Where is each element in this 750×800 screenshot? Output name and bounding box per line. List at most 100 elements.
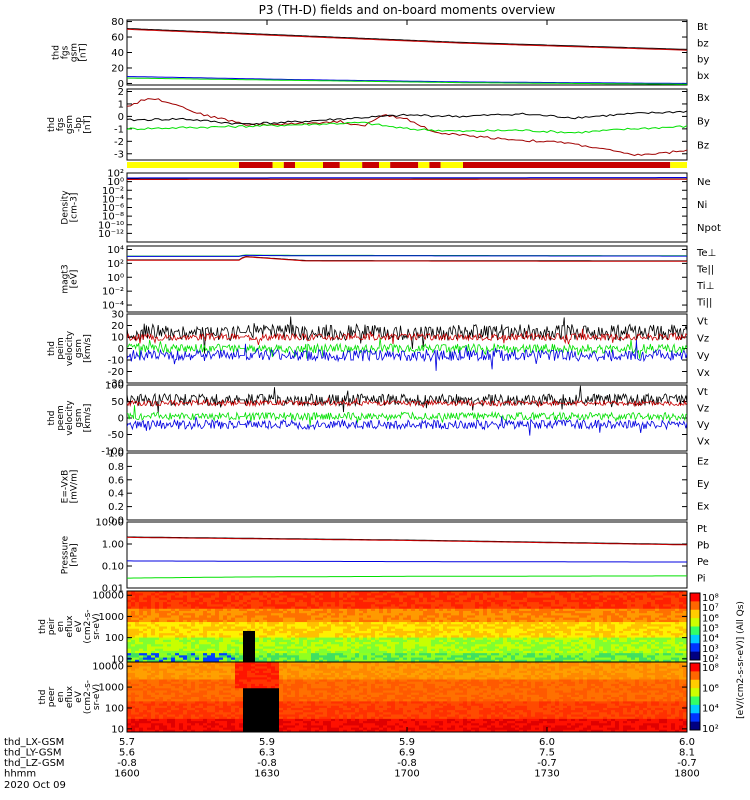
y-tick-label: 0.0 [108, 516, 124, 527]
legend-entry: by [697, 55, 709, 66]
x-axis-value: 1600 [114, 769, 139, 780]
panel-pressure: 10.00 1.00 0.10 0.01 Pressure [nPa] Pt Pb Pe Pi [61, 518, 710, 595]
y-axis-label: [nT] [79, 43, 89, 61]
legend-entry: Bt [697, 22, 708, 33]
y-tick-label: 0.01 [102, 584, 124, 595]
series-te-line [127, 256, 687, 262]
mode-bar-segment [390, 162, 419, 168]
y-tick-label: 10⁻⁸ [102, 212, 124, 223]
y-tick-label: 30 [111, 310, 124, 321]
y-tick-label: 10⁻¹² [98, 229, 124, 240]
legend-entry: Te|| [696, 265, 714, 276]
y-axis-label: thd [47, 411, 57, 426]
mode-bar-segment [670, 162, 687, 168]
y-axis-label: E=-VxB [61, 470, 71, 504]
legend-entry: Ex [697, 501, 709, 512]
y-axis-label: [eV] [70, 270, 80, 289]
x-axis-value: 5.9 [259, 737, 275, 748]
series-vz-line [127, 328, 687, 345]
y-axis-label: eV [74, 620, 84, 633]
y-tick-label: 10⁻⁴ [102, 194, 124, 205]
mode-bar-segment [272, 162, 284, 168]
panel-fgs_mag: 0 20 40 60 80 thd fgs gsm [nT] Bt bz by bx [52, 17, 710, 90]
y-axis-label: (cm2-s- [83, 609, 93, 643]
y-axis-label: en [56, 621, 66, 632]
x-axis-row-label: hhmm [4, 769, 36, 780]
panel-peir_eflux: 10000 1000 100 10 thd peir en eflux eV (cm2-s-sr-… [38, 590, 688, 665]
series-pe-line [127, 560, 687, 563]
mode-bar-segment [440, 162, 463, 168]
y-tick-label: 0.4 [108, 489, 124, 500]
y-tick-label: 10 [111, 333, 124, 344]
legend-entry: Bx [697, 93, 710, 104]
series-vt-line [127, 316, 687, 354]
panel-frame [126, 452, 688, 521]
y-axis-label: eflux [65, 615, 75, 638]
legend-entry: Vt [697, 316, 708, 327]
x-axis-value: 1800 [674, 769, 699, 780]
x-axis-value: -0.7 [537, 758, 557, 769]
mode-bar-segment [463, 162, 671, 168]
y-tick-label: 60 [111, 33, 124, 44]
y-axis-label: peem [56, 405, 66, 431]
series-pb-line [127, 536, 687, 546]
x-axis-row-label: thd_LY-GSM [4, 748, 61, 759]
y-tick-label: 0.6 [108, 475, 124, 486]
x-axis-value: 5.6 [119, 748, 135, 759]
y-axis-label: thd [47, 341, 57, 356]
legend-entry: bx [697, 71, 709, 82]
series-by-line [127, 121, 687, 134]
legend-entry: Ti⊥ [696, 281, 714, 292]
y-axis-label: velocity [65, 330, 75, 366]
y-axis-label: [nPa] [70, 543, 80, 566]
y-tick-label: -10 [108, 356, 124, 367]
x-axis-value: 6.0 [679, 737, 695, 748]
panel-frame [126, 313, 688, 384]
y-axis-label: peim [56, 337, 66, 360]
y-tick-label: 10⁻⁴ [102, 301, 124, 312]
y-axis-label: thd [38, 690, 48, 705]
y-axis-label: gsm [74, 408, 84, 427]
y-tick-label: 1.00 [102, 540, 124, 551]
mode-bar-segment [429, 162, 441, 168]
series-ti-line [127, 254, 687, 257]
y-axis-label: [cm-3] [70, 193, 80, 223]
legend-entry: Te⊥ [696, 248, 716, 259]
series-vy-line [127, 338, 687, 359]
legend-entry: Bz [697, 140, 709, 151]
legend-entry: Vt [697, 387, 708, 398]
y-axis-label: peir [47, 617, 57, 635]
legend-entry: bz [697, 38, 709, 49]
legend-entry: By [697, 117, 710, 128]
panel-peer_eflux: 10000 1000 100 10 thd peer en eflux eV (cm2-s-sr-… [38, 661, 688, 735]
mode-bar-segment [418, 162, 430, 168]
y-tick-label: 0 [118, 79, 124, 90]
x-axis-row-label: thd_LX-GSM [4, 737, 64, 748]
y-tick-label: 10⁻¹⁰ [98, 220, 124, 231]
x-axis-row-label: thd_LZ-GSM [4, 758, 65, 769]
x-axis-value: -0.8 [117, 758, 137, 769]
y-tick-label: 10⁻² [102, 186, 124, 197]
x-axis-value: 5.9 [399, 737, 415, 748]
series-by-line [127, 77, 687, 85]
colorbar-tick: 10² [702, 654, 719, 665]
y-tick-label: 0.10 [102, 562, 124, 573]
legend-entry: Pt [697, 524, 707, 535]
x-axis-value: 5.7 [119, 737, 135, 748]
y-axis-label: eV [74, 690, 84, 703]
y-tick-label: 10 [111, 724, 124, 735]
y-tick-label: 50 [111, 397, 124, 408]
y-axis-label: Density [61, 190, 71, 225]
y-tick-label: 10⁰ [107, 273, 124, 284]
y-tick-label: 10⁻² [102, 287, 124, 298]
mode-bar-segment [339, 162, 363, 168]
series-vz-line [127, 397, 687, 409]
y-tick-label: 10⁻⁶ [102, 203, 124, 214]
panel-peem_velocity: 100 50 0 -50 -100 thd peem velocity gsm [km/s] Vt V… [47, 381, 710, 458]
y-axis-label: en [56, 691, 66, 702]
y-tick-label: -50 [108, 430, 124, 441]
y-tick-label: 10² [107, 259, 124, 270]
colorbar-tick: 10⁴ [702, 634, 719, 645]
